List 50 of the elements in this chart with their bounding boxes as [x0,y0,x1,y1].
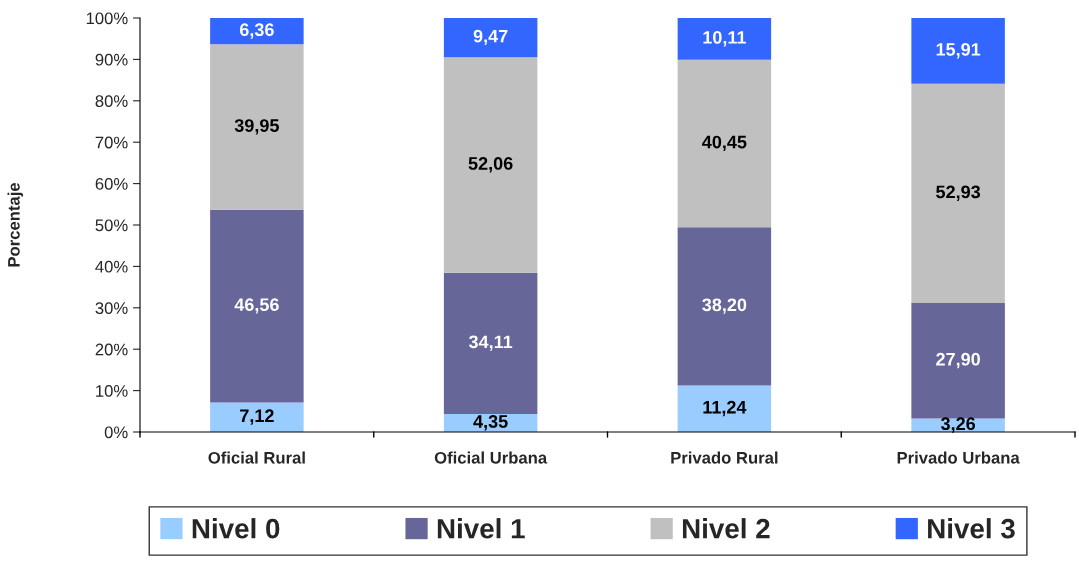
bar [911,303,1005,419]
x-tick-label: Oficial Rural [208,451,305,464]
data-label: 9,47 [473,29,508,46]
y-axis-title: Porcentaje [7,182,24,267]
y-tick-label: 20% [95,343,128,356]
data-label: 10,11 [703,30,746,47]
bar [443,272,538,414]
data-label: 40,45 [702,135,747,152]
legend-label: Nivel 1 [437,518,525,539]
bar [677,227,772,386]
y-tick-label: 0% [104,426,128,439]
bar [210,209,304,403]
data-label: 6,36 [239,23,274,39]
y-tick-label: 80% [95,95,128,107]
bar [443,18,538,58]
bar [911,18,1005,84]
data-label: 11,24 [703,400,747,417]
data-label: 39,95 [234,119,279,135]
bar [911,83,1005,303]
legend-label: Nivel 3 [928,518,1015,539]
bar [210,44,304,210]
y-tick-label: 10% [96,385,128,397]
bar [677,18,772,60]
data-label: 4,35 [473,415,508,431]
y-tick-label: 60% [95,178,128,190]
data-label: 46,56 [234,298,279,314]
x-tick-label: Privado Rural [671,451,778,464]
y-tick-label: 50% [95,219,128,232]
bar [210,402,304,432]
data-label: 34,11 [468,335,513,351]
data-label: 7,12 [240,409,274,425]
legend-label: Nivel 2 [682,518,770,539]
y-tick-label: 100% [86,12,128,25]
bar [210,18,304,45]
data-label: 27,90 [936,352,980,369]
x-tick-label: Privado Urbana [897,451,1020,464]
y-tick-label: 30% [95,302,128,314]
bar [677,385,772,432]
legend-label: Nivel 0 [192,518,280,539]
x-tick-label: Oficial Urbana [434,451,548,464]
bar [443,57,538,273]
data-label: 52,06 [468,157,513,173]
data-label: 52,93 [936,185,981,201]
bar [677,59,772,228]
y-tick-label: 40% [95,260,128,273]
data-label: 15,91 [936,42,981,59]
data-label: 38,20 [702,298,747,314]
y-tick-label: 70% [95,136,128,149]
data-label: 3,26 [940,417,976,433]
y-tick-label: 90% [95,53,128,66]
